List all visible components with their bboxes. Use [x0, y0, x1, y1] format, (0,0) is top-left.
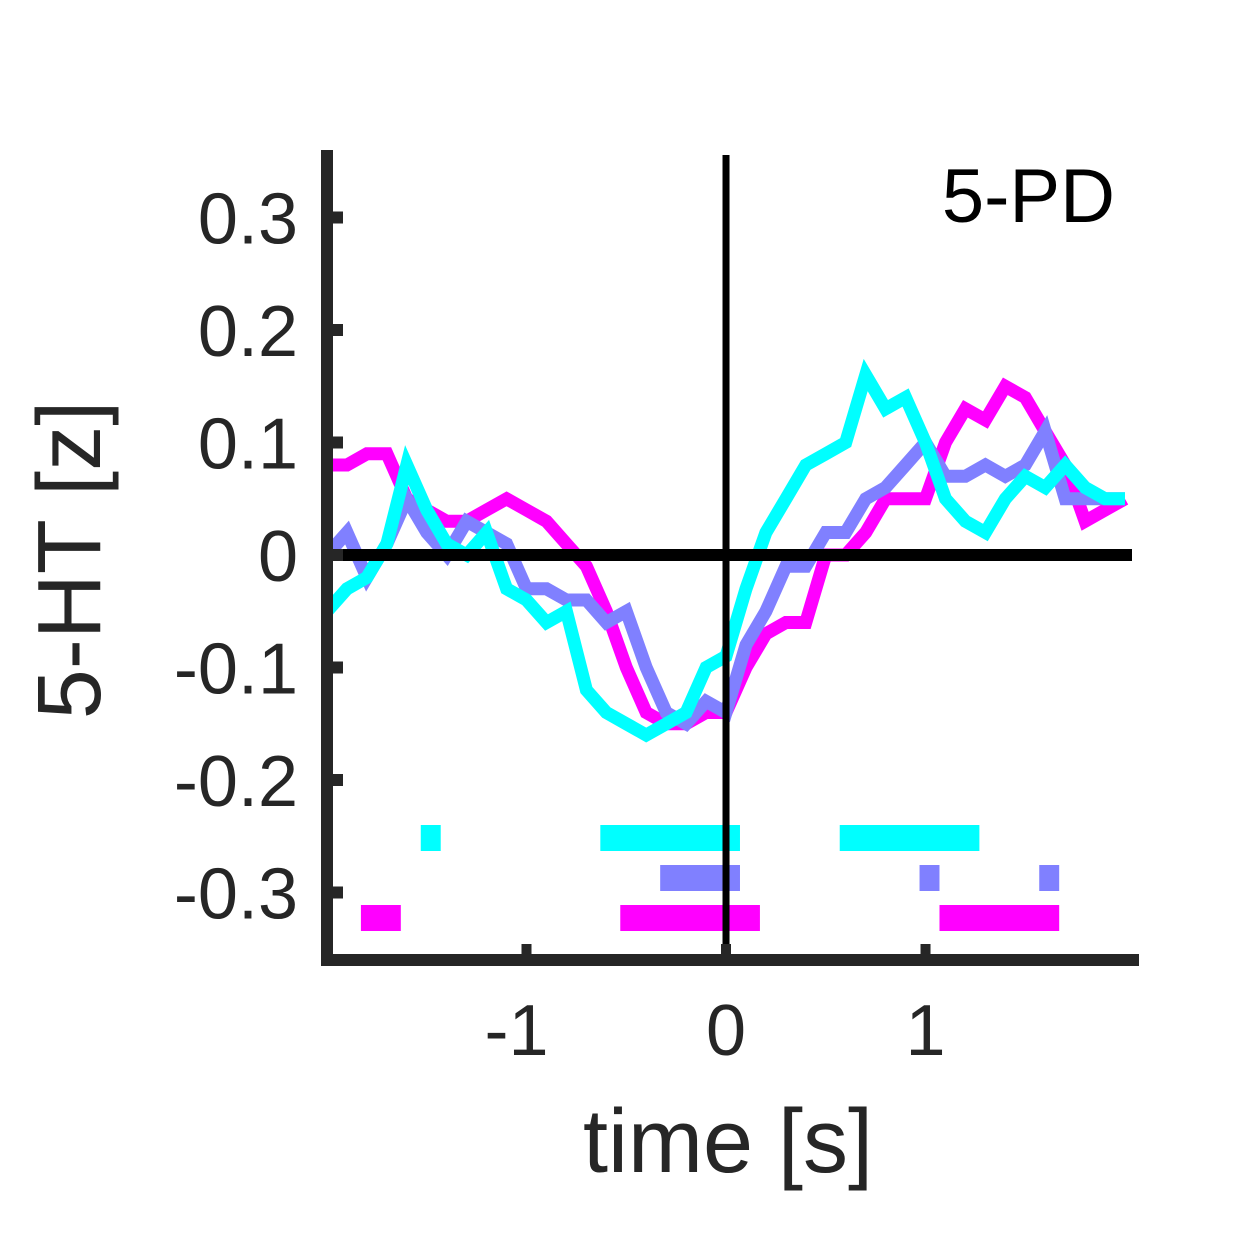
significance-bars [360, 825, 1060, 931]
y-tick-label: 0 [258, 517, 298, 597]
x-tick-label: 1 [905, 991, 945, 1071]
chart-text: 5-PD time [s] 5-HT [z] 0.3 0.2 0.1 0 -0.1 -0.… [20, 154, 1115, 1192]
y-tick-label: 0.3 [198, 180, 298, 260]
y-tick-label: -0.2 [174, 742, 298, 822]
significance-bar-3-1 [360, 905, 401, 931]
chart-title: 5-PD [942, 154, 1115, 239]
axes [321, 150, 1139, 966]
x-axis-label: time [s] [583, 1092, 873, 1192]
significance-bar-1-2 [600, 825, 740, 851]
significance-bar-3-3 [939, 905, 1060, 931]
y-tick-label: -0.1 [174, 630, 298, 710]
significance-bar-3-2 [620, 905, 760, 931]
y-axis-label: 5-HT [z] [20, 401, 120, 719]
significance-bar-2-2 [919, 865, 940, 891]
y-tick-label: 0.2 [198, 292, 298, 372]
y-tick-label: -0.3 [174, 855, 298, 935]
significance-bar-1-3 [839, 825, 980, 851]
y-tick-label: 0.1 [198, 405, 298, 485]
significance-bar-2-3 [1039, 865, 1060, 891]
x-tick-label: 0 [706, 991, 746, 1071]
x-tick-label: -1 [484, 991, 548, 1071]
significance-bar-1-1 [420, 825, 441, 851]
